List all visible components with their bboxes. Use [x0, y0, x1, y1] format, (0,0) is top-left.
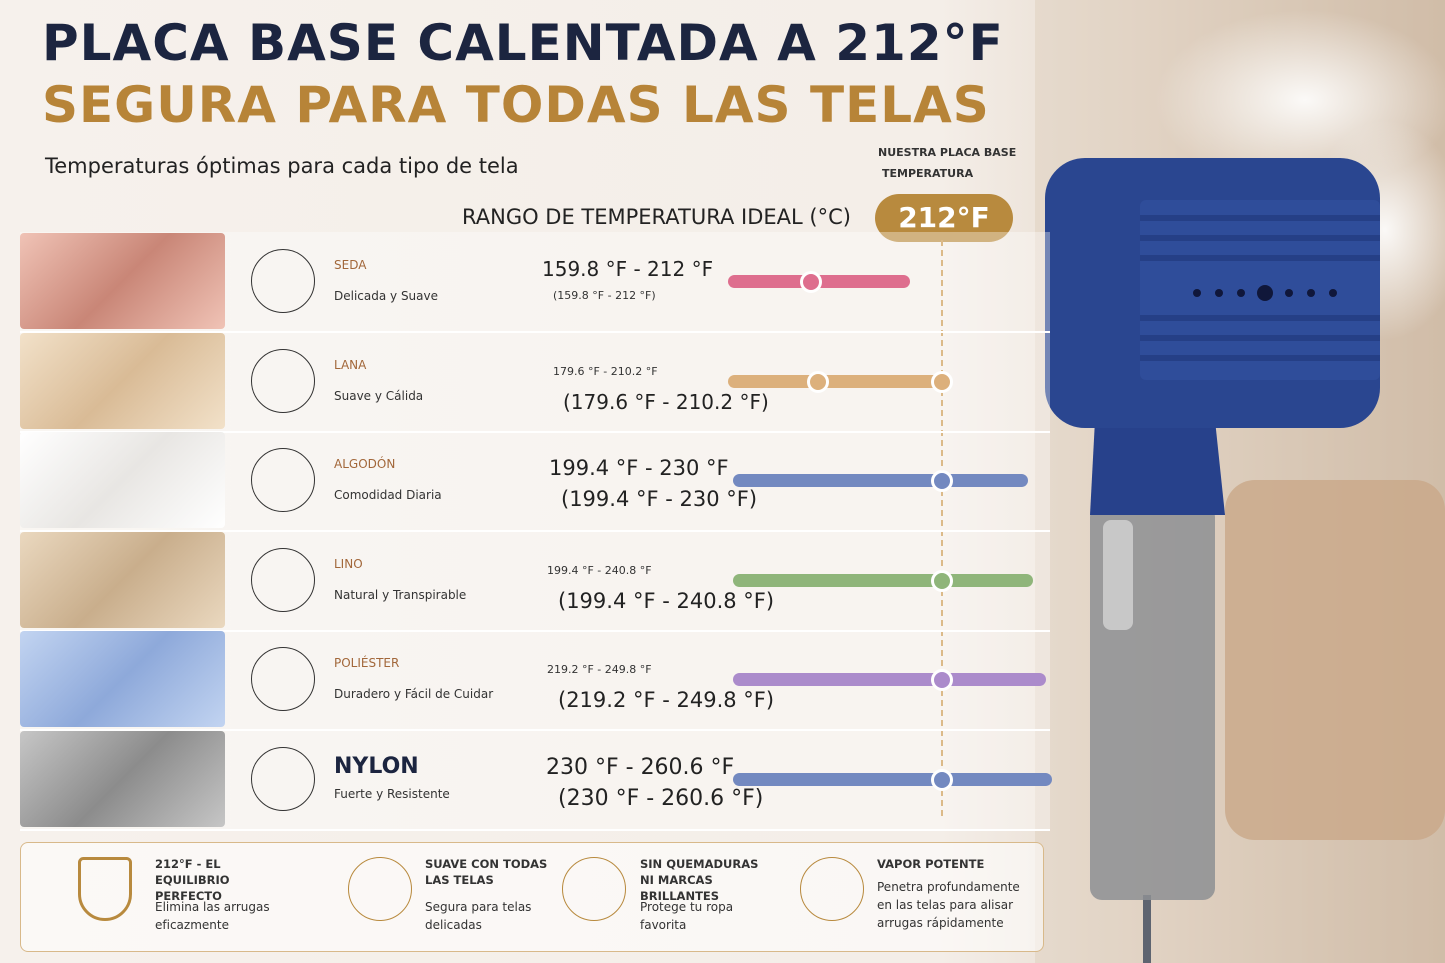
- feature-title: VAPOR POTENTE: [877, 857, 985, 871]
- fabric-name: SEDA: [334, 258, 367, 272]
- title: PLACA BASE CALENTADA A 212°F: [42, 14, 1004, 72]
- range-marker: [931, 470, 953, 493]
- fabric-name: POLIÉSTER: [334, 656, 400, 671]
- range-label: (199.4 °F - 230 °F): [561, 487, 758, 512]
- range-marker: [931, 669, 953, 692]
- range-marker: [931, 370, 953, 393]
- feature-text: Elimina las arrugas eficazmente: [155, 900, 270, 932]
- fabric-name: LINO: [334, 556, 363, 571]
- range-marker: [931, 769, 953, 791]
- range-heading: RANGO DE TEMPERATURA IDEAL (°C): [462, 205, 851, 229]
- range-marker: [807, 370, 829, 393]
- fabric-description: Delicada y Suave: [334, 289, 439, 303]
- feature-text: Protege tu ropa favorita: [640, 900, 734, 932]
- fabric-swatch: [20, 631, 225, 728]
- fabric-description: Duradero y Fácil de Cuidar: [334, 687, 494, 702]
- range-marker: [800, 271, 822, 293]
- tagline: Temperaturas óptimas para cada tipo de t…: [45, 154, 519, 178]
- feature-title: SUAVE CON TODAS LAS TELAS: [425, 857, 548, 887]
- temperature-badge: 212°F: [875, 194, 1013, 242]
- range-label: 219.2 °F - 249.8 °F: [547, 663, 652, 677]
- feature-icon: [348, 857, 412, 921]
- range-marker: [931, 569, 953, 592]
- feature-text: Penetra profundamente en las telas para …: [877, 880, 1020, 930]
- fabric-icon: [251, 448, 315, 513]
- feature-icon: [78, 857, 132, 921]
- fabric-icon: [251, 647, 315, 712]
- feature-icon: [800, 857, 864, 921]
- range-label: (230 °F - 260.6 °F): [558, 786, 764, 811]
- range-bar: [733, 573, 1033, 587]
- fabric-icon: [251, 249, 315, 313]
- range-label: 199.4 °F - 230 °F: [549, 456, 729, 481]
- fabric-description: Suave y Cálida: [334, 388, 424, 403]
- fabric-swatch: [20, 531, 225, 628]
- range-bar: [728, 374, 952, 388]
- reference-line: [941, 240, 943, 820]
- feature-title: 212°F - EL EQUILIBRIO PERFECTO: [155, 857, 230, 903]
- range-label: 230 °F - 260.6 °F: [546, 755, 735, 780]
- fabric-name: LANA: [334, 357, 367, 372]
- range-bar: [733, 474, 1028, 488]
- fabric-description: Comodidad Diaria: [334, 488, 442, 503]
- product-photo: [1035, 0, 1445, 963]
- range-label: 159.8 °F - 212 °F: [542, 257, 714, 281]
- fabric-description: Natural y Transpirable: [334, 587, 467, 602]
- feature-text: Segura para telas delicadas: [425, 900, 532, 932]
- range-label: (179.6 °F - 210.2 °F): [563, 389, 769, 414]
- range-label: (159.8 °F - 212 °F): [553, 289, 656, 302]
- range-bar: [733, 673, 1046, 687]
- range-bar: [733, 773, 1052, 786]
- features-box: [20, 842, 1044, 952]
- fabric-swatch: [20, 332, 225, 429]
- fabric-swatch: [20, 731, 225, 827]
- fabric-name: ALGODÓN: [334, 457, 396, 472]
- fabric-swatch: [20, 233, 225, 329]
- range-label: (199.4 °F - 240.8 °F): [558, 588, 775, 613]
- range-label: 199.4 °F - 240.8 °F: [547, 563, 652, 577]
- fabric-icon: [251, 747, 315, 811]
- subtitle: SEGURA PARA TODAS LAS TELAS: [42, 76, 990, 134]
- fabric-icon: [251, 348, 315, 413]
- fabric-description: Fuerte y Resistente: [334, 787, 450, 801]
- fabric-swatch: [20, 432, 225, 529]
- badge-caption: NUESTRA PLACA BASE: [878, 146, 1017, 159]
- badge-caption: TEMPERATURA: [882, 167, 974, 180]
- feature-icon: [562, 857, 626, 921]
- range-label: 179.6 °F - 210.2 °F: [553, 364, 658, 378]
- feature-title: SIN QUEMADURAS NI MARCAS BRILLANTES: [640, 857, 759, 903]
- range-label: (219.2 °F - 249.8 °F): [558, 688, 775, 713]
- fabric-icon: [251, 547, 315, 612]
- fabric-name: NYLON: [334, 754, 419, 779]
